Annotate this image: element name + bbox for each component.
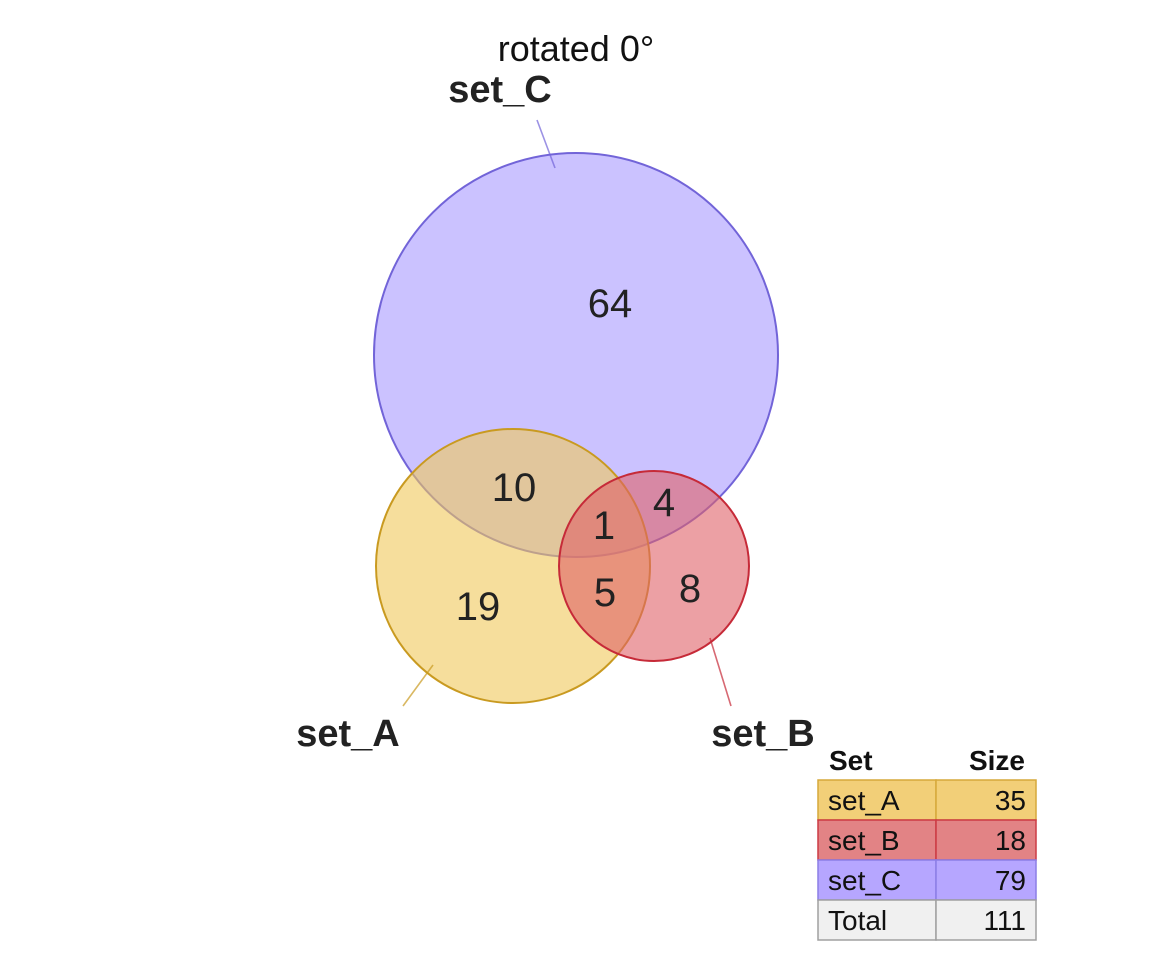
region-count-b-c: 4 [653,481,675,525]
table-cell-set-size: 18 [995,825,1026,856]
table-row-total: Total 111 [817,899,1037,941]
table-total-name-bg [817,899,937,941]
region-count-a-only: 19 [456,585,501,629]
table-cell-size-bg [935,859,1037,901]
leader-line-set-c [536,119,556,169]
table-cell-set-name: set_B [828,825,900,856]
region-count-a-b-c: 1 [593,504,615,548]
table-cell-set-size: 79 [995,865,1026,896]
set-label-c: set_C [448,69,552,111]
leader-line-set-a [402,664,434,707]
table-cell-size-bg [935,779,1037,821]
table-cell-name-bg [817,859,937,901]
table-row-set-c: set_C 79 [817,859,1037,901]
region-count-a-b: 5 [594,571,616,615]
diagram-title: rotated 0° [498,28,655,69]
size-table: Set Size set_A 35 set_B 18 set_C 79 Tota… [817,745,1037,941]
table-total-size-bg [935,899,1037,941]
table-row-set-b: set_B 18 [817,819,1037,861]
table-cell-set-size: 35 [995,785,1026,816]
table-total-value: 111 [983,905,1026,936]
region-count-a-c: 10 [492,466,537,510]
set-label-a: set_A [296,713,400,755]
leader-line-set-b [709,637,732,707]
table-header-size: Size [969,745,1025,776]
table-total-label: Total [828,905,887,936]
region-count-b-only: 8 [679,567,701,611]
table-row-set-a: set_A 35 [817,779,1037,821]
table-cell-set-name: set_A [828,785,900,816]
circle-set-b [558,470,750,662]
table-cell-set-name: set_C [828,865,901,896]
set-label-b: set_B [711,713,815,755]
table-header-set: Set [829,745,873,776]
table-cell-size-bg [935,819,1037,861]
region-count-c-only: 64 [588,282,633,326]
